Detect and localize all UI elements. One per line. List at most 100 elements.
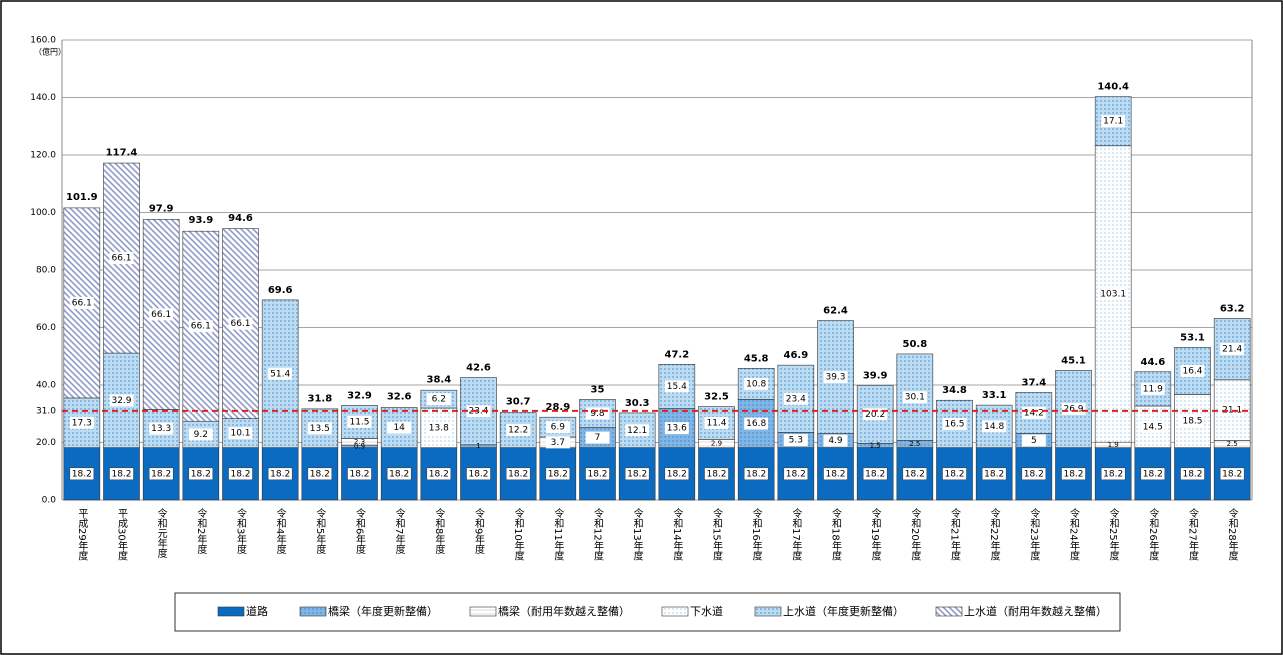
segment-label: 18.2 xyxy=(270,469,290,479)
segment-label: 12.2 xyxy=(508,426,528,436)
label-box xyxy=(744,417,769,430)
label-box xyxy=(1180,467,1205,481)
segment-label: 66.1 xyxy=(151,310,171,320)
segment-label: 21.4 xyxy=(1222,345,1242,355)
label-box xyxy=(1101,288,1126,301)
segment-label: 18.2 xyxy=(1182,469,1202,479)
total-label: 53.1 xyxy=(1180,332,1205,343)
label-box xyxy=(347,467,372,481)
y-tick-label: 40.0 xyxy=(36,381,56,391)
x-tick-label: 令和3年度 xyxy=(235,507,247,555)
label-box xyxy=(1021,467,1047,481)
label-box xyxy=(109,394,134,407)
segment-label: 18.2 xyxy=(429,469,449,479)
segment-label: 18.2 xyxy=(627,469,647,479)
label-box xyxy=(704,416,729,429)
segment-label: 1.5 xyxy=(870,442,881,450)
segment-label: 103.1 xyxy=(1100,290,1126,300)
label-box xyxy=(268,367,293,380)
label-box xyxy=(664,380,689,393)
segment-label: 1.9 xyxy=(1108,441,1119,449)
segment-label: 18.2 xyxy=(508,469,528,479)
total-label: 32.5 xyxy=(704,392,729,403)
segment-label: 30.1 xyxy=(905,393,925,403)
x-tick-label: 令和4年度 xyxy=(274,507,286,555)
label-box xyxy=(109,252,134,265)
total-label: 63.2 xyxy=(1220,303,1245,314)
label-box xyxy=(1061,467,1086,481)
label-box xyxy=(704,467,729,481)
label-box xyxy=(585,467,610,481)
segment-label: 16.4 xyxy=(1182,366,1202,376)
segment-label: 18.2 xyxy=(468,469,488,479)
y-tick-label: 100.0 xyxy=(30,208,56,218)
total-label: 94.6 xyxy=(228,213,253,224)
segment-label: 16.5 xyxy=(944,419,964,429)
label-box xyxy=(1140,467,1166,481)
label-box xyxy=(466,405,491,418)
label-box xyxy=(228,317,253,330)
segment-label: 66.1 xyxy=(111,254,131,264)
x-tick-label: 令和22年度 xyxy=(988,507,1000,562)
segment-label: 18.2 xyxy=(944,469,964,479)
x-tick-label: 令和21年度 xyxy=(949,507,961,562)
total-label: 50.8 xyxy=(902,339,927,350)
total-label: 44.6 xyxy=(1140,357,1165,368)
label-box xyxy=(783,467,809,481)
x-tick-label: 令和25年度 xyxy=(1107,507,1119,562)
y-tick-label: 120.0 xyxy=(30,151,56,161)
y-tick-label: 60.0 xyxy=(36,323,56,333)
label-box xyxy=(426,467,452,481)
total-label: 34.8 xyxy=(942,385,967,396)
label-box xyxy=(1219,467,1245,481)
total-label: 101.9 xyxy=(66,192,98,203)
label-box xyxy=(387,421,412,434)
label-box xyxy=(148,467,174,481)
x-tick-label: 令和18年度 xyxy=(830,507,842,562)
label-box xyxy=(902,467,928,481)
label-box xyxy=(743,467,769,481)
segment-label: 18.2 xyxy=(1103,469,1123,479)
segment-label: 20.2 xyxy=(865,410,885,420)
label-box xyxy=(188,467,214,481)
label-box xyxy=(823,434,848,447)
segment-label: 18.2 xyxy=(746,469,766,479)
label-box xyxy=(466,467,491,481)
segment-label: 18.2 xyxy=(1222,469,1242,479)
x-tick-label: 令和11年度 xyxy=(552,507,564,562)
legend-swatch xyxy=(754,606,782,617)
total-label: 39.9 xyxy=(863,370,888,381)
label-box xyxy=(981,467,1007,481)
x-tick-label: 令和26年度 xyxy=(1147,507,1159,562)
label-box xyxy=(1180,415,1205,428)
y-unit: （億円） xyxy=(34,47,66,57)
legend-label: 上水道（耐用年数越え整備） xyxy=(964,604,1107,618)
segment-label: 23.4 xyxy=(468,407,488,417)
segment-label: 7 xyxy=(595,433,601,443)
legend-swatch xyxy=(661,606,689,617)
label-box xyxy=(69,416,94,429)
segment-label: 11.4 xyxy=(706,418,726,428)
x-tick-label: 令和16年度 xyxy=(750,507,762,562)
segment-label: 18.2 xyxy=(72,469,92,479)
x-tick-label: 令和9年度 xyxy=(473,507,485,555)
label-box xyxy=(664,467,690,481)
x-tick-label: 令和19年度 xyxy=(869,507,881,562)
label-box xyxy=(545,467,571,481)
segment-label: 16.8 xyxy=(746,419,766,429)
x-tick-label: 令和24年度 xyxy=(1068,507,1080,562)
segment-label: 66.1 xyxy=(230,319,250,329)
label-box xyxy=(863,408,888,421)
label-box xyxy=(347,415,372,428)
segment-label: 18.5 xyxy=(1182,417,1202,427)
segment-label: 17.1 xyxy=(1103,117,1123,127)
segment-label: 9.8 xyxy=(590,409,605,419)
total-label: 46.9 xyxy=(783,350,808,361)
label-box xyxy=(1180,364,1205,377)
legend-label: 橋梁（年度更新整備） xyxy=(328,604,438,618)
label-box xyxy=(1100,467,1126,481)
label-box xyxy=(585,431,610,444)
segment-label: 10.8 xyxy=(746,379,766,389)
x-tick-label: 令和12年度 xyxy=(592,507,604,562)
label-box xyxy=(625,424,650,437)
